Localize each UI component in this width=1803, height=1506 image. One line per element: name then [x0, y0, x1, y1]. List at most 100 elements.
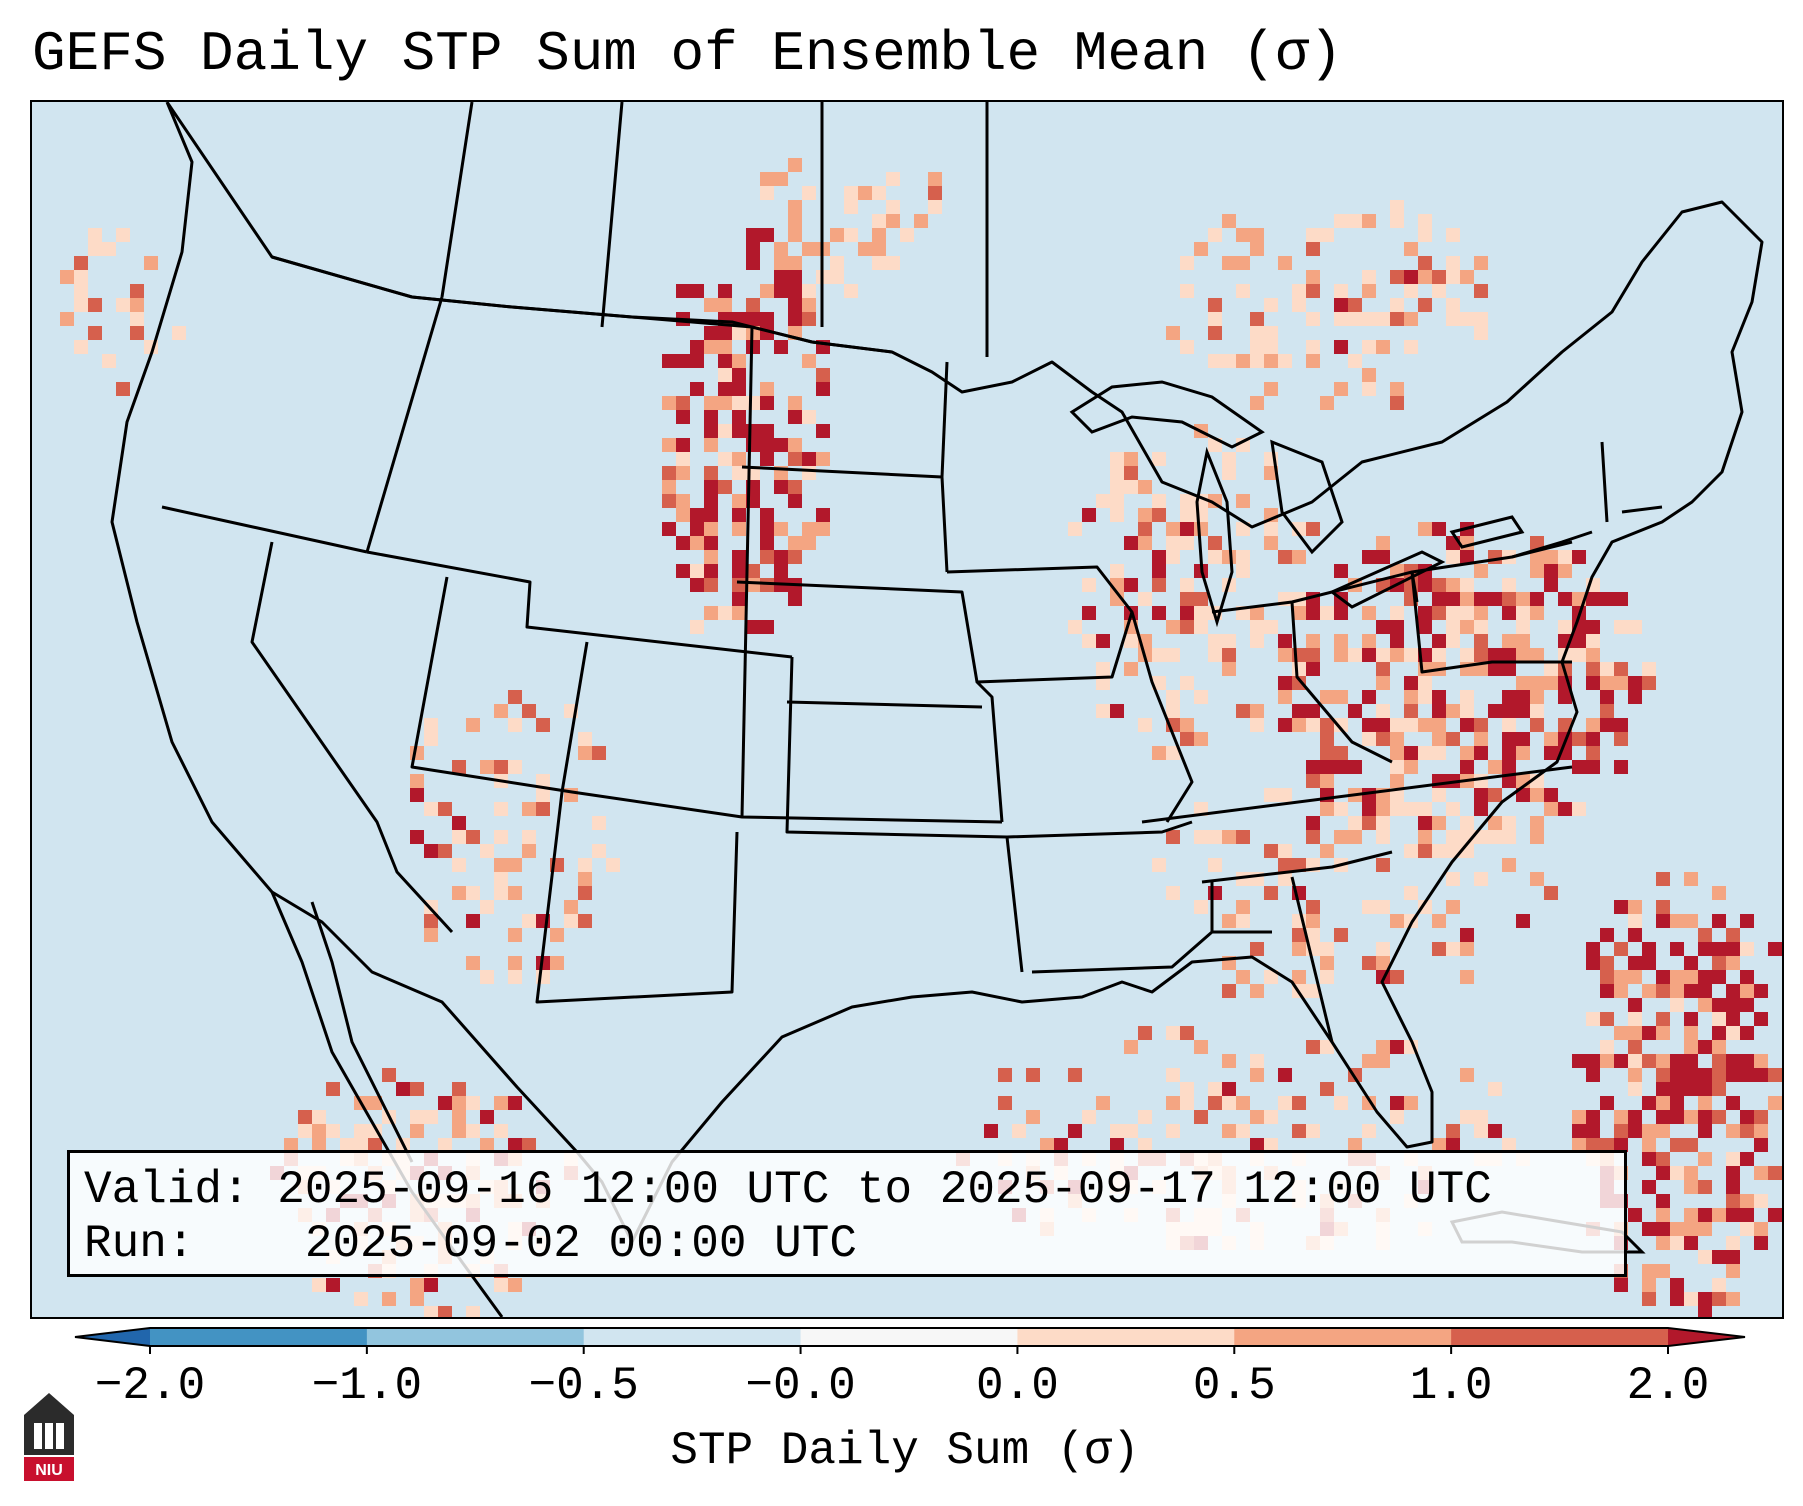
stp-cell: [1502, 732, 1516, 746]
stp-cell: [1334, 382, 1348, 396]
stp-cell: [1292, 550, 1306, 564]
stp-cell: [1390, 718, 1404, 732]
stp-cell: [1376, 802, 1390, 816]
stp-cell: [1138, 480, 1152, 494]
stp-cell: [1670, 1138, 1684, 1152]
stp-cell: [830, 256, 844, 270]
colorbar-segment: [1017, 1328, 1235, 1346]
stp-cell: [1726, 928, 1740, 942]
stp-cell: [1320, 970, 1334, 984]
stp-cell: [872, 242, 886, 256]
stp-cell: [1404, 284, 1418, 298]
stp-cell: [704, 550, 718, 564]
stp-cell: [1236, 284, 1250, 298]
stp-cell: [704, 410, 718, 424]
stp-cell: [508, 858, 522, 872]
stp-cell: [788, 536, 802, 550]
stp-cell: [1194, 1110, 1208, 1124]
stp-cell: [1558, 592, 1572, 606]
stp-cell: [1152, 676, 1166, 690]
stp-cell: [1208, 648, 1222, 662]
stp-cell: [1418, 256, 1432, 270]
stp-cell: [116, 228, 130, 242]
stp-cell: [452, 816, 466, 830]
stp-cell: [312, 1138, 326, 1152]
stp-cell: [1530, 788, 1544, 802]
stp-cell: [1474, 1124, 1488, 1138]
stp-cell: [1376, 550, 1390, 564]
stp-cell: [1544, 578, 1558, 592]
stp-cell: [1348, 1138, 1362, 1152]
stp-cell: [1432, 634, 1446, 648]
stp-cell: [1180, 256, 1194, 270]
stp-cell: [578, 746, 592, 760]
stp-cell: [1712, 1250, 1726, 1264]
stp-cell: [1320, 844, 1334, 858]
stp-cell: [1264, 1110, 1278, 1124]
stp-cell: [1474, 326, 1488, 340]
stp-cell: [704, 438, 718, 452]
stp-cell: [1096, 494, 1110, 508]
stp-cell: [550, 956, 564, 970]
stp-cell: [1376, 732, 1390, 746]
stp-cell: [1698, 928, 1712, 942]
stp-cell: [1726, 1236, 1740, 1250]
stp-cell: [1278, 1096, 1292, 1110]
stp-cell: [1306, 774, 1320, 788]
stp-cell: [1250, 634, 1264, 648]
stp-cell: [1572, 732, 1586, 746]
stp-cell: [1250, 1138, 1264, 1152]
stp-cell: [1628, 1012, 1642, 1026]
stp-cell: [1656, 1208, 1670, 1222]
stp-cell: [1194, 830, 1208, 844]
stp-cell: [732, 466, 746, 480]
stp-cell: [1670, 1278, 1684, 1292]
stp-cell: [466, 886, 480, 900]
stp-cell: [1306, 340, 1320, 354]
stp-cell: [1362, 816, 1376, 830]
stp-cell: [1208, 326, 1222, 340]
stp-cell: [1670, 1166, 1684, 1180]
stp-cell: [998, 1068, 1012, 1082]
stp-cell: [1768, 942, 1782, 956]
stp-cell: [1460, 704, 1474, 718]
stp-cell: [690, 578, 704, 592]
stp-cell: [1740, 1152, 1754, 1166]
state-line: [366, 550, 793, 659]
stp-cell: [1334, 606, 1348, 620]
stp-cell: [1614, 1138, 1628, 1152]
stp-cell: [452, 1096, 466, 1110]
state-line: [786, 700, 983, 709]
stp-cell: [1362, 550, 1376, 564]
stp-cell: [1432, 844, 1446, 858]
stp-cell: [1418, 620, 1432, 634]
stp-cell: [1614, 1110, 1628, 1124]
stp-cell: [424, 844, 438, 858]
stp-cell: [1726, 1166, 1740, 1180]
stp-cell: [1544, 662, 1558, 676]
stp-cell: [1082, 1110, 1096, 1124]
stp-cell: [1236, 970, 1250, 984]
stp-cell: [1656, 1110, 1670, 1124]
stp-cell: [1334, 928, 1348, 942]
stp-cell: [1222, 662, 1236, 676]
stp-cell: [1292, 942, 1306, 956]
stp-cell: [1642, 956, 1656, 970]
stp-cell: [312, 1278, 326, 1292]
stp-cell: [1586, 592, 1600, 606]
state-line: [740, 326, 754, 818]
stp-cell: [1306, 760, 1320, 774]
stp-cell: [1404, 704, 1418, 718]
state-line: [1201, 850, 1393, 884]
stp-cell: [1390, 634, 1404, 648]
stp-cell: [1334, 340, 1348, 354]
stp-cell: [1586, 1012, 1600, 1026]
stp-cell: [1586, 676, 1600, 690]
colorbar-segment: [583, 1328, 802, 1346]
stp-cell: [676, 564, 690, 578]
niu-logo-icon: NIU: [24, 1393, 74, 1481]
stp-cell: [1222, 984, 1236, 998]
stp-cell: [1096, 1096, 1110, 1110]
stp-cell: [1152, 550, 1166, 564]
stp-cell: [872, 214, 886, 228]
